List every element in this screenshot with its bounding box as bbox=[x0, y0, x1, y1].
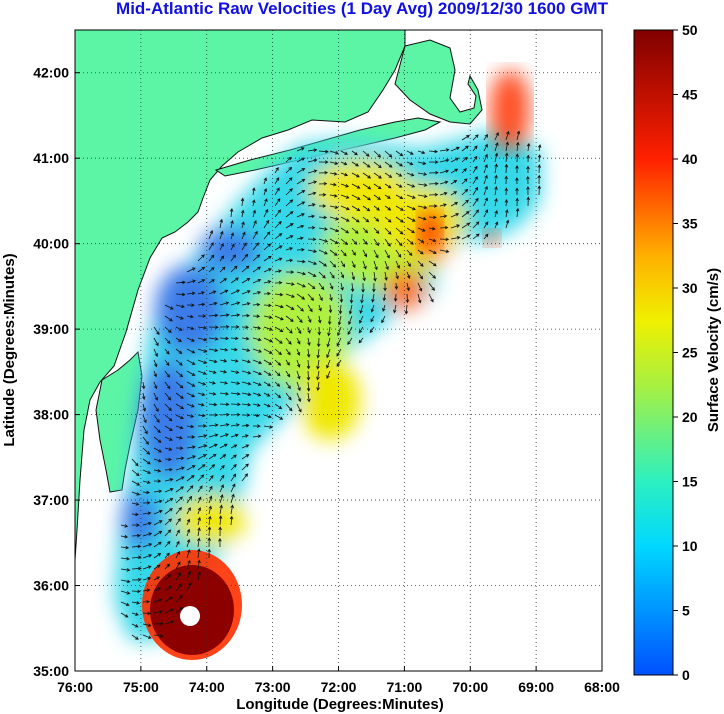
x-tick-label: 71:00 bbox=[386, 679, 422, 695]
delmarva bbox=[95, 350, 143, 493]
x-tick-label: 70:00 bbox=[452, 679, 488, 695]
grid-lines bbox=[75, 30, 602, 671]
y-axis-ticks: 35:00 36:00 37:00 38:00 39:00 40:00 41:00 42:00 bbox=[33, 65, 80, 679]
colorbar-tick-label: 50 bbox=[682, 22, 698, 38]
y-tick-label: 41:00 bbox=[33, 150, 69, 166]
mainland bbox=[75, 30, 406, 561]
hotspots bbox=[142, 70, 530, 660]
x-tick-label: 74:00 bbox=[189, 679, 225, 695]
colorbar-tick-label: 0 bbox=[682, 667, 690, 683]
colorbar-label: Surface Velocity (cm/s) bbox=[705, 268, 722, 432]
colorbar-tick-label: 15 bbox=[682, 474, 698, 490]
x-tick-label: 68:00 bbox=[584, 679, 620, 695]
y-axis-label: Latitude (Degrees:Minutes) bbox=[1, 253, 18, 446]
colorbar-tick-label: 30 bbox=[682, 280, 698, 296]
colorbar-tick-label: 45 bbox=[682, 87, 698, 103]
colorbar-tick-label: 25 bbox=[682, 345, 698, 361]
x-tick-label: 72:00 bbox=[321, 679, 357, 695]
current-vectors bbox=[120, 130, 542, 640]
colorbar-tick-label: 5 bbox=[682, 603, 690, 619]
y-tick-label: 36:00 bbox=[33, 578, 69, 594]
colorbar-tick-label: 35 bbox=[682, 216, 698, 232]
x-tick-label: 69:00 bbox=[518, 679, 554, 695]
cape-cod bbox=[394, 39, 483, 125]
y-tick-label: 40:00 bbox=[33, 236, 69, 252]
colorbar-gradient bbox=[633, 29, 674, 676]
x-tick-label: 73:00 bbox=[255, 679, 291, 695]
colorbar: 0 5 10 15 20 25 30 35 40 45 50 Surface Velocity (c… bbox=[633, 22, 722, 683]
map-title: Mid-Atlantic Raw Velocities (1 Day Avg) … bbox=[116, 0, 608, 18]
vector-arrows bbox=[120, 130, 542, 640]
y-tick-label: 42:00 bbox=[33, 65, 69, 81]
x-axis-label: Longitude (Degrees:Minutes) bbox=[236, 696, 444, 713]
colorbar-tick-label: 20 bbox=[682, 409, 698, 425]
x-axis-ticks: 76:00 75:00 74:00 73:00 72:00 71:00 70:00 69:00… bbox=[57, 666, 620, 695]
y-tick-label: 38:00 bbox=[33, 407, 69, 423]
colorbar-tick-label: 10 bbox=[682, 538, 698, 554]
y-tick-label: 35:00 bbox=[33, 663, 69, 679]
colorbar-ticks: 0 5 10 15 20 25 30 35 40 45 50 bbox=[673, 22, 698, 683]
y-tick-label: 37:00 bbox=[33, 492, 69, 508]
x-tick-label: 76:00 bbox=[57, 679, 93, 695]
y-tick-label: 39:00 bbox=[33, 321, 69, 337]
colorbar-tick-label: 40 bbox=[682, 151, 698, 167]
x-tick-label: 75:00 bbox=[123, 679, 159, 695]
